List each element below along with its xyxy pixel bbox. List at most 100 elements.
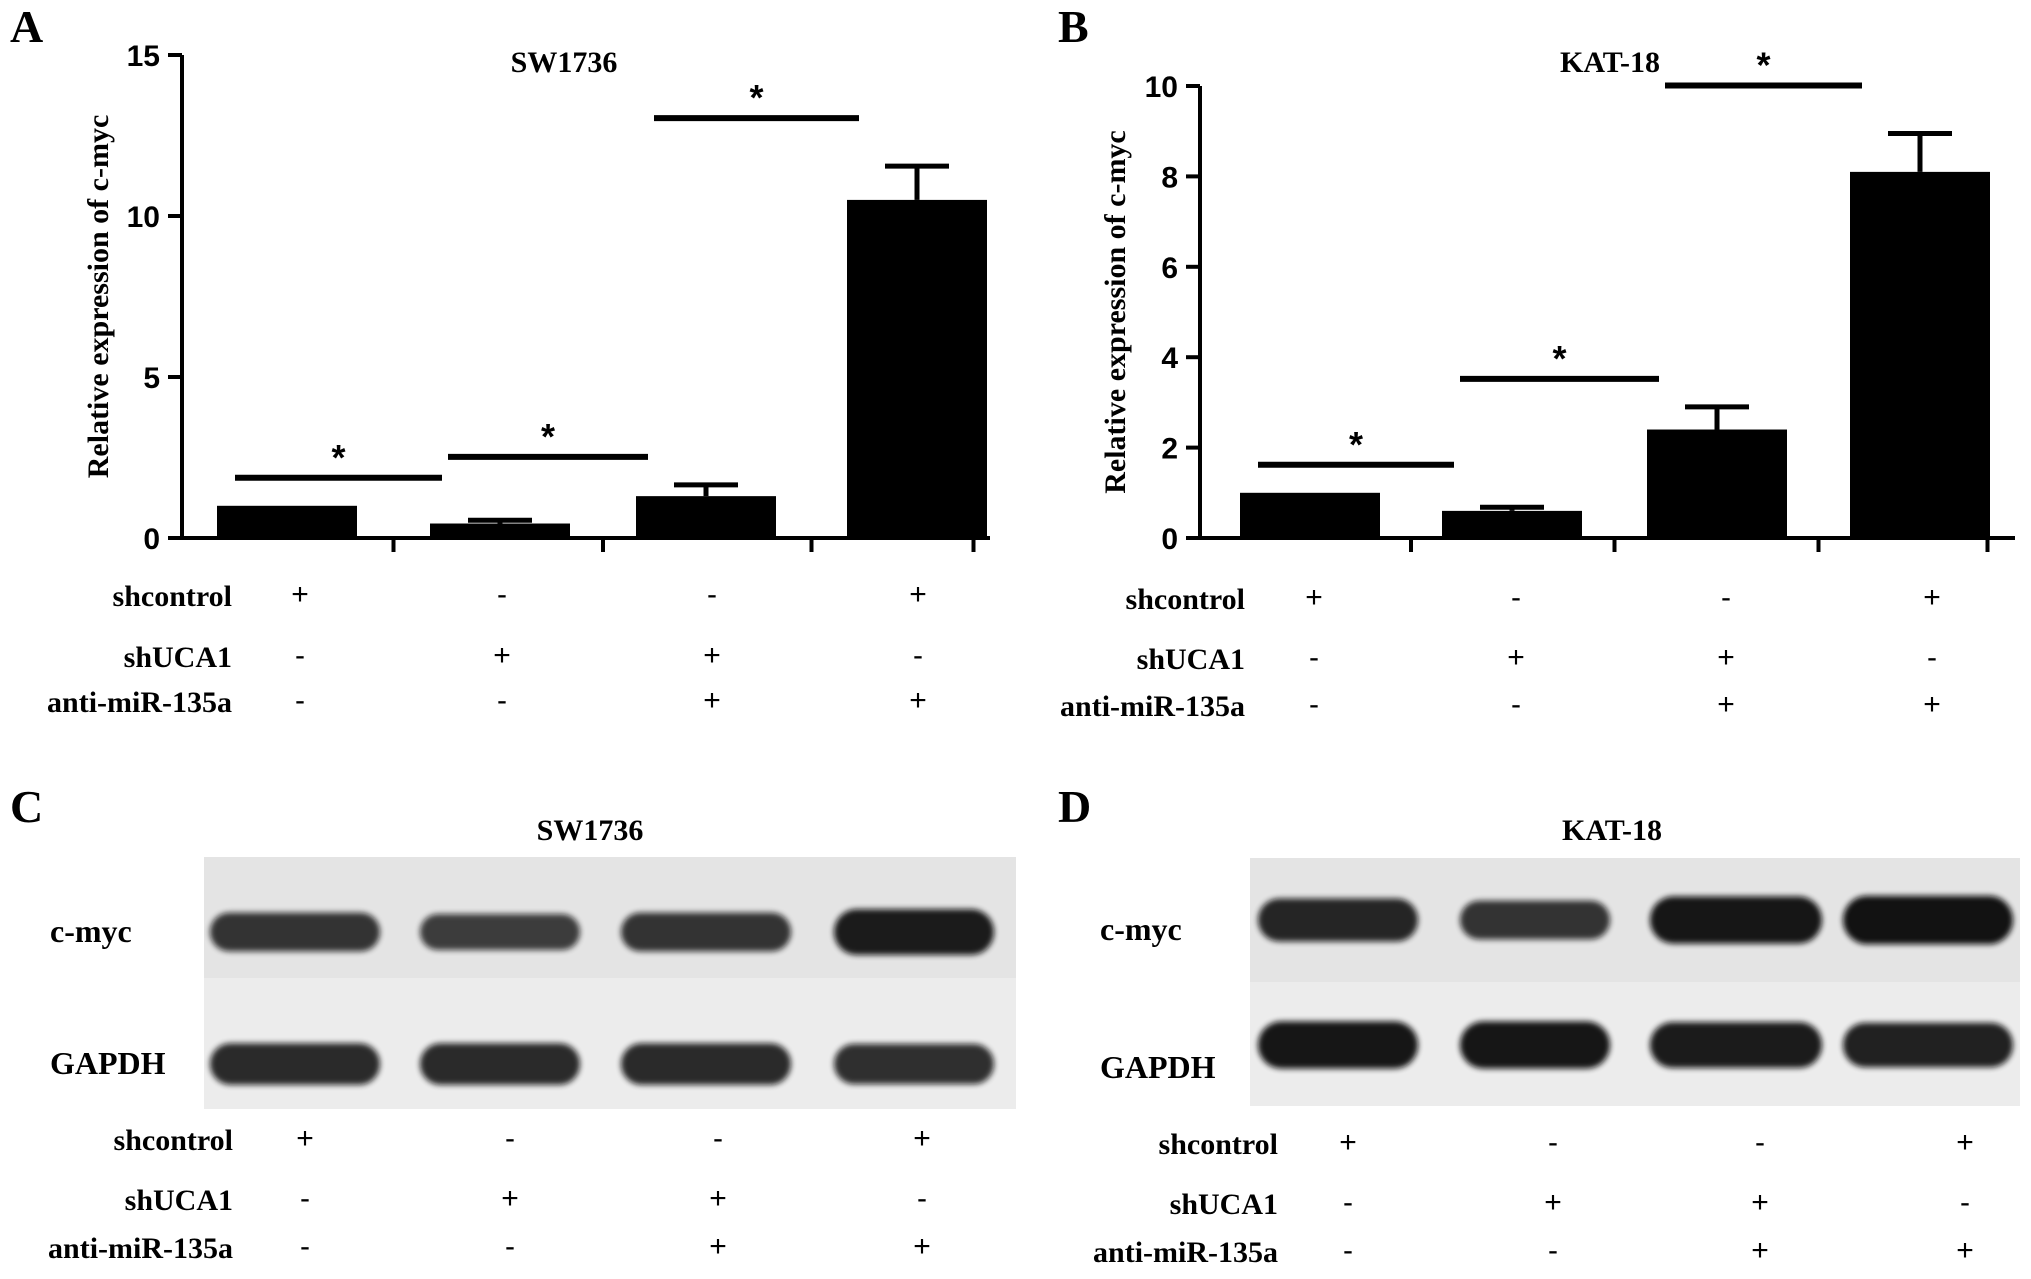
condition-label: shcontrol bbox=[1159, 1128, 1278, 1161]
panel-letter: B bbox=[1058, 1, 1089, 52]
chart-panel-a: A SW1736 0 5 10 15 Relative expression of c-my… bbox=[10, 1, 990, 719]
condition-mark: + bbox=[1507, 641, 1525, 674]
condition-label: shUCA1 bbox=[125, 1184, 233, 1217]
condition-mark: + bbox=[703, 684, 721, 717]
condition-mark: + bbox=[703, 639, 721, 672]
condition-mark: - bbox=[713, 1122, 723, 1155]
blot-row-label: c-myc bbox=[1100, 911, 1182, 947]
y-tick-label: 2 bbox=[1161, 433, 1178, 466]
condition-mark: + bbox=[1956, 1234, 1974, 1267]
condition-mark: + bbox=[1339, 1126, 1357, 1159]
blot-band bbox=[1460, 1021, 1610, 1069]
condition-mark: + bbox=[291, 578, 309, 611]
condition-mark: - bbox=[300, 1230, 310, 1263]
y-tick-label: 10 bbox=[127, 201, 160, 234]
blot-band bbox=[420, 914, 580, 950]
condition-mark: - bbox=[1309, 641, 1319, 674]
condition-mark: - bbox=[1343, 1186, 1353, 1219]
chart-title: SW1736 bbox=[511, 46, 618, 79]
blot-band bbox=[621, 1043, 791, 1085]
condition-mark: - bbox=[1548, 1234, 1558, 1267]
blot-title: SW1736 bbox=[537, 814, 644, 847]
bar bbox=[847, 199, 987, 538]
bar bbox=[217, 505, 357, 538]
y-tick-label: 4 bbox=[1161, 342, 1178, 375]
condition-mark: + bbox=[296, 1122, 314, 1155]
bar bbox=[1240, 492, 1380, 538]
condition-mark: + bbox=[1544, 1186, 1562, 1219]
significance-star: * bbox=[1552, 338, 1566, 379]
blot-band bbox=[1258, 1021, 1418, 1069]
condition-mark: - bbox=[1927, 641, 1937, 674]
condition-mark: + bbox=[1956, 1126, 1974, 1159]
bar bbox=[1850, 171, 1990, 538]
condition-mark: + bbox=[1751, 1234, 1769, 1267]
chart-title: KAT-18 bbox=[1560, 46, 1660, 79]
blot-panel-d: D KAT-18 c-myc GAPDH shcontrol + - - + shUCA1 - + + -… bbox=[1058, 781, 2020, 1269]
condition-mark: + bbox=[501, 1182, 519, 1215]
condition-mark: + bbox=[909, 578, 927, 611]
blot-band bbox=[420, 1043, 580, 1085]
chart-panel-b: B KAT-18 0 2 4 6 8 10 Relative expression of c-m… bbox=[1058, 1, 2015, 723]
blot-band bbox=[210, 912, 380, 952]
condition-mark: - bbox=[505, 1230, 515, 1263]
condition-mark: + bbox=[1751, 1186, 1769, 1219]
bar bbox=[1647, 429, 1787, 538]
significance-star: * bbox=[541, 416, 555, 457]
y-tick-label: 8 bbox=[1161, 161, 1178, 194]
condition-mark: + bbox=[1717, 688, 1735, 721]
blot-row-label: c-myc bbox=[50, 913, 132, 949]
bar bbox=[1442, 510, 1582, 538]
blot-band bbox=[1650, 1022, 1822, 1068]
panel-letter: D bbox=[1058, 781, 1091, 832]
condition-label: shUCA1 bbox=[124, 641, 232, 674]
blot-row-label: GAPDH bbox=[50, 1045, 166, 1081]
condition-mark: - bbox=[1960, 1186, 1970, 1219]
condition-mark: + bbox=[1717, 641, 1735, 674]
condition-mark: + bbox=[1923, 581, 1941, 614]
significance-star: * bbox=[1756, 44, 1770, 85]
blot-band bbox=[1258, 898, 1418, 942]
condition-mark: + bbox=[1305, 581, 1323, 614]
blot-band bbox=[1650, 896, 1822, 944]
bar bbox=[430, 523, 570, 538]
y-axis-label: Relative expression of c-myc bbox=[82, 115, 115, 479]
y-axis-label: Relative expression of c-myc bbox=[1099, 130, 1132, 494]
y-tick-label: 15 bbox=[127, 40, 160, 73]
condition-mark: - bbox=[1309, 688, 1319, 721]
y-tick-label: 0 bbox=[1161, 523, 1178, 556]
condition-mark: - bbox=[1343, 1234, 1353, 1267]
bar bbox=[636, 496, 776, 538]
significance-star: * bbox=[331, 437, 345, 478]
panel-letter: C bbox=[10, 781, 43, 832]
condition-label: shcontrol bbox=[114, 1124, 233, 1157]
condition-mark: + bbox=[913, 1122, 931, 1155]
condition-label: anti-miR-135a bbox=[1093, 1236, 1278, 1269]
blot-band bbox=[834, 909, 994, 955]
blot-band bbox=[834, 1043, 994, 1085]
blot-panel-c: C SW1736 c-myc GAPDH shcontrol + - - + shUCA1 - + + -… bbox=[10, 781, 1016, 1265]
condition-mark: - bbox=[1548, 1126, 1558, 1159]
y-tick-label: 6 bbox=[1161, 252, 1178, 285]
condition-mark: - bbox=[497, 684, 507, 717]
condition-mark: + bbox=[909, 684, 927, 717]
condition-mark: - bbox=[505, 1122, 515, 1155]
condition-mark: - bbox=[497, 578, 507, 611]
condition-mark: - bbox=[1755, 1126, 1765, 1159]
condition-mark: + bbox=[1923, 688, 1941, 721]
condition-mark: + bbox=[709, 1230, 727, 1263]
condition-mark: - bbox=[295, 639, 305, 672]
blot-band bbox=[1843, 895, 2013, 945]
y-tick-label: 5 bbox=[143, 362, 160, 395]
blot-band bbox=[1460, 900, 1610, 940]
condition-label: shcontrol bbox=[113, 580, 232, 613]
condition-mark: - bbox=[917, 1182, 927, 1215]
condition-label: anti-miR-135a bbox=[1060, 690, 1245, 723]
condition-mark: - bbox=[707, 578, 717, 611]
y-tick-label: 10 bbox=[1145, 71, 1178, 104]
condition-mark: + bbox=[709, 1182, 727, 1215]
condition-label: anti-miR-135a bbox=[47, 686, 232, 719]
significance-star: * bbox=[749, 77, 763, 118]
blot-row-label: GAPDH bbox=[1100, 1049, 1216, 1085]
